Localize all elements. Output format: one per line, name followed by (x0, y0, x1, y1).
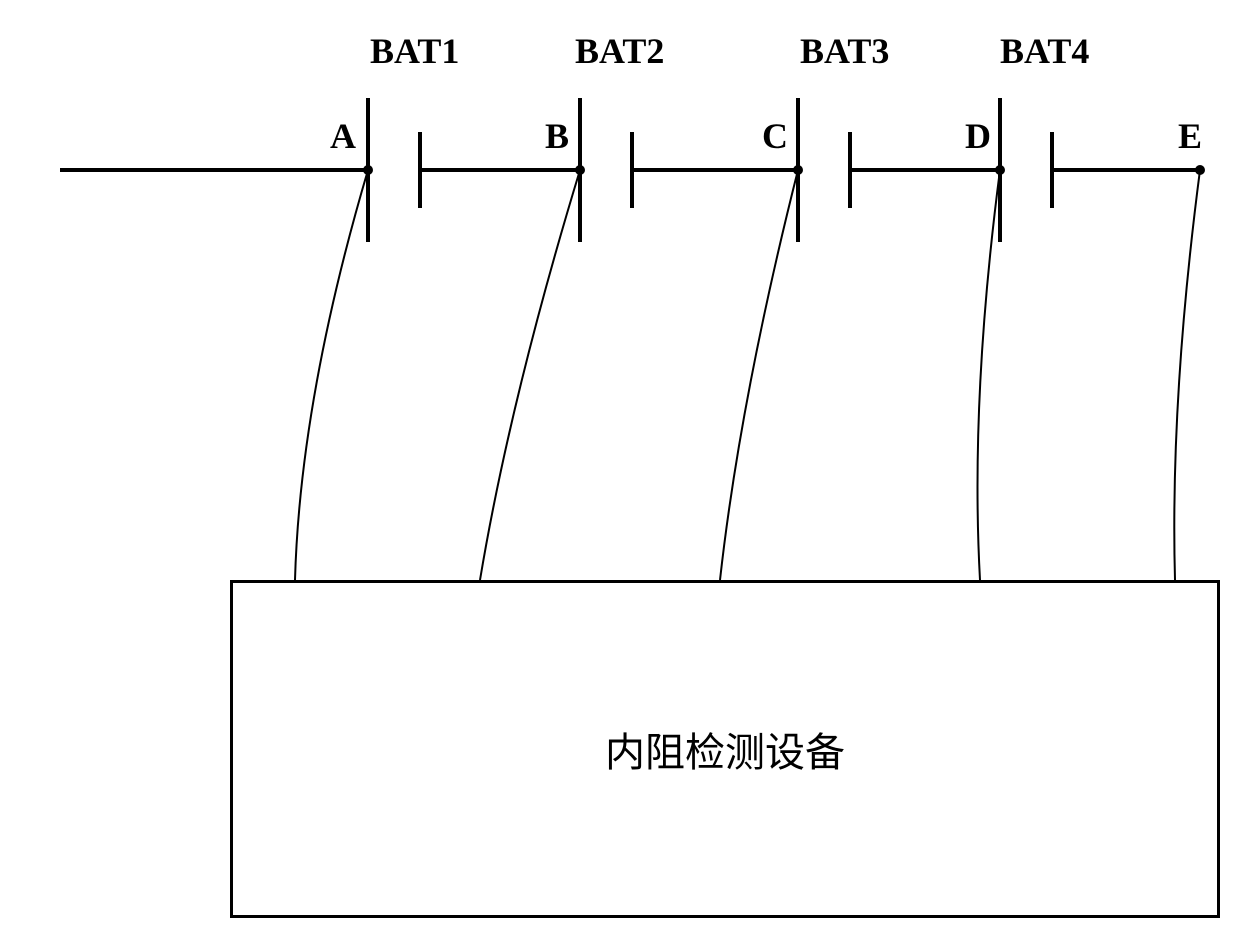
node-label-d: D (965, 115, 991, 157)
node-label-b: B (545, 115, 569, 157)
node-label-e: E (1178, 115, 1202, 157)
battery-label-1: BAT1 (370, 30, 459, 72)
battery-label-4: BAT4 (1000, 30, 1089, 72)
node-label-a: A (330, 115, 356, 157)
battery-label-2: BAT2 (575, 30, 664, 72)
device-box: 内阻检测设备 (230, 580, 1220, 918)
circuit-diagram: BAT1 BAT2 BAT3 BAT4 A B C D E 内阻检测设备 (0, 0, 1256, 942)
device-label: 内阻检测设备 (605, 720, 845, 778)
battery-label-3: BAT3 (800, 30, 889, 72)
node-label-c: C (762, 115, 788, 157)
